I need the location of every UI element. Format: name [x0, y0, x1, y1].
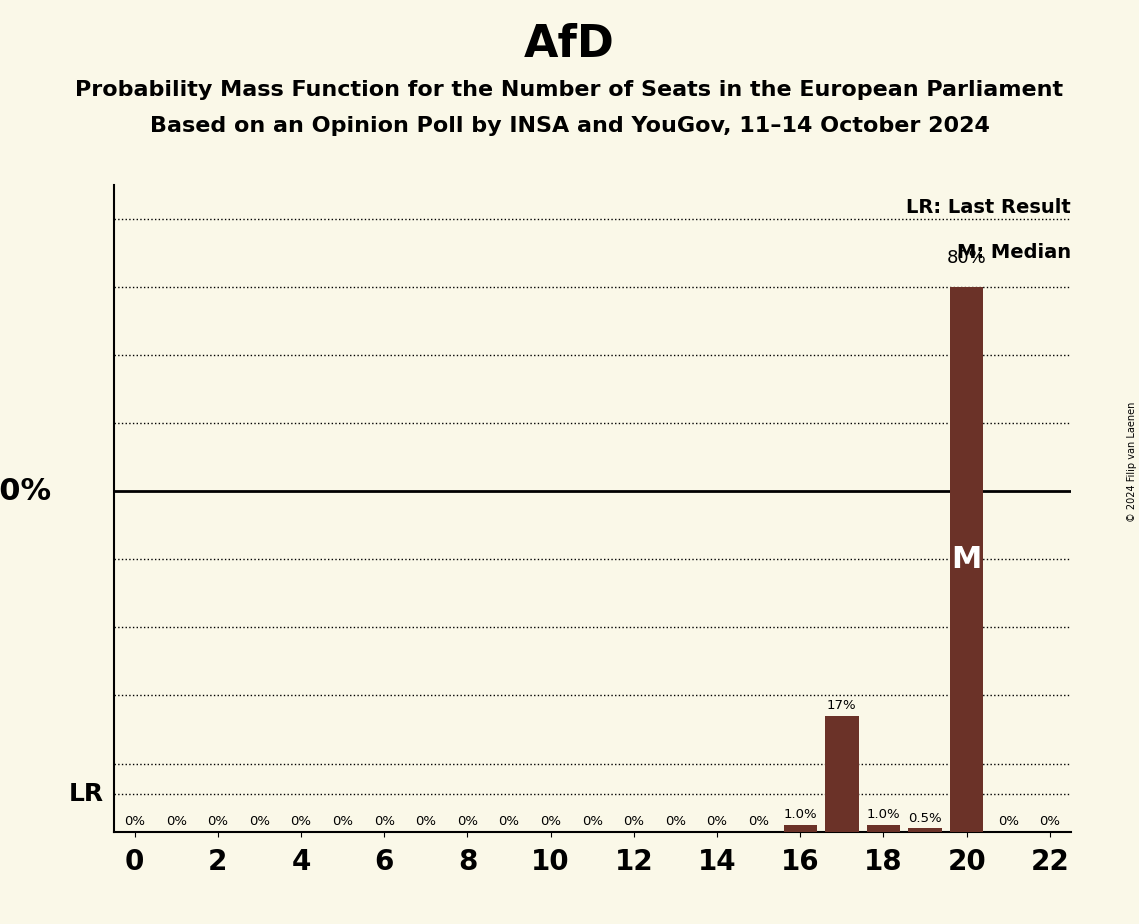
Text: 0%: 0% — [1040, 815, 1060, 828]
Text: Based on an Opinion Poll by INSA and YouGov, 11–14 October 2024: Based on an Opinion Poll by INSA and You… — [149, 116, 990, 136]
Text: 0%: 0% — [623, 815, 645, 828]
Text: 0%: 0% — [582, 815, 603, 828]
Text: Probability Mass Function for the Number of Seats in the European Parliament: Probability Mass Function for the Number… — [75, 80, 1064, 101]
Bar — [867, 825, 900, 832]
Text: 1.0%: 1.0% — [867, 808, 900, 821]
Text: 1.0%: 1.0% — [784, 808, 817, 821]
Text: AfD: AfD — [524, 23, 615, 67]
Text: LR: LR — [69, 782, 105, 806]
Text: M: Median: M: Median — [957, 243, 1071, 262]
Text: 0%: 0% — [124, 815, 145, 828]
Text: 0%: 0% — [207, 815, 229, 828]
Text: © 2024 Filip van Laenen: © 2024 Filip van Laenen — [1126, 402, 1137, 522]
Text: 0%: 0% — [290, 815, 312, 828]
Bar — [826, 716, 859, 832]
Text: 0%: 0% — [748, 815, 769, 828]
Text: 0.5%: 0.5% — [908, 812, 942, 825]
Text: M: M — [951, 545, 982, 574]
Text: 0%: 0% — [998, 815, 1018, 828]
Text: 0%: 0% — [249, 815, 270, 828]
Text: 80%: 80% — [947, 249, 986, 266]
Text: 50%: 50% — [0, 477, 51, 505]
Text: 17%: 17% — [827, 699, 857, 712]
Bar — [784, 825, 817, 832]
Bar — [950, 287, 983, 832]
Text: 0%: 0% — [665, 815, 686, 828]
Text: 0%: 0% — [706, 815, 728, 828]
Text: 0%: 0% — [499, 815, 519, 828]
Text: 0%: 0% — [416, 815, 436, 828]
Text: 0%: 0% — [457, 815, 478, 828]
Text: 0%: 0% — [166, 815, 187, 828]
Text: 0%: 0% — [333, 815, 353, 828]
Text: LR: Last Result: LR: Last Result — [906, 198, 1071, 217]
Text: 0%: 0% — [374, 815, 395, 828]
Text: 0%: 0% — [540, 815, 562, 828]
Bar — [909, 828, 942, 832]
